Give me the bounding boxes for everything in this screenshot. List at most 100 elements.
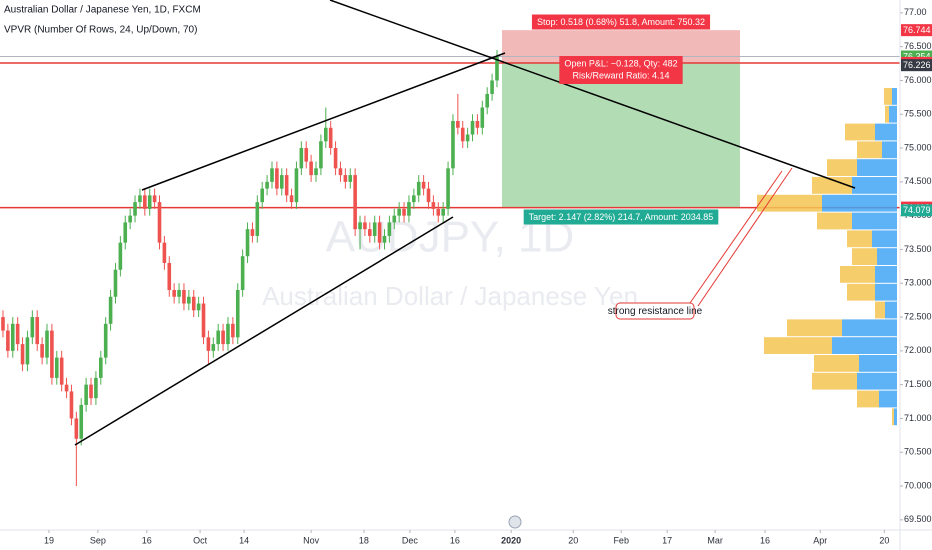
y-tick-label: 69.500: [904, 514, 932, 524]
y-tick-label: 75.500: [904, 109, 932, 119]
x-tick-label: Feb: [613, 535, 629, 545]
volume-up: [882, 141, 897, 159]
candle-body: [485, 93, 489, 108]
y-tick-label: 77.00: [904, 7, 927, 17]
candle-body: [436, 208, 441, 216]
candle-body: [465, 134, 470, 142]
candle-body: [460, 127, 465, 142]
price-label: 76.226: [903, 60, 931, 70]
drawings: strong resistance line: [74, 0, 856, 529]
volume-up: [879, 390, 897, 408]
candle-body: [245, 229, 250, 257]
volume-up: [885, 301, 897, 319]
volume-down: [845, 123, 875, 141]
volume-down: [857, 141, 882, 159]
candle-body: [299, 148, 304, 169]
time-axis: [0, 530, 932, 550]
trend-line: [329, 0, 856, 189]
candle-body: [6, 330, 10, 351]
event-icon[interactable]: [508, 515, 522, 529]
y-tick-label: 75.000: [904, 142, 932, 152]
candle-body: [103, 323, 108, 358]
x-tick-label: 17: [662, 535, 672, 545]
watermark-name: Australian Dollar / Japanese Yen: [262, 281, 638, 311]
candle-body: [451, 121, 455, 169]
candle-body: [50, 330, 54, 378]
candle-body: [495, 56, 499, 81]
candle-body: [206, 337, 211, 351]
candle-body: [123, 222, 128, 243]
position-label: Stop: 0.518 (0.68%) 51.8, Amount: 750.32: [537, 17, 705, 27]
position-label-box: [523, 209, 719, 225]
y-tick-label: 72.500: [904, 311, 932, 321]
candle-body: [314, 168, 318, 176]
candle-body: [304, 148, 309, 162]
volume-down: [885, 105, 889, 123]
candle-body: [99, 357, 103, 378]
candle-body: [343, 175, 348, 182]
candle-body: [421, 181, 426, 189]
candle-body: [15, 323, 20, 345]
candle-body: [167, 262, 172, 291]
candle-body: [348, 175, 353, 182]
candle-body: [118, 242, 123, 270]
candle-body: [372, 222, 377, 236]
candle-body: [275, 168, 279, 189]
candle-body: [431, 202, 436, 209]
candle-body: [284, 175, 289, 196]
trend-line: [74, 216, 454, 446]
candle-body: [59, 357, 64, 385]
volume-down: [875, 301, 885, 319]
volume-down: [847, 283, 875, 301]
candle-body: [240, 256, 245, 291]
volume-up: [832, 337, 897, 354]
candle-body: [201, 303, 206, 338]
y-tick-label: 76.000: [904, 75, 932, 85]
volume-up: [894, 408, 897, 426]
volume-up: [857, 159, 897, 176]
candle-body: [172, 290, 176, 297]
candle-body: [221, 330, 225, 345]
candle-body: [69, 391, 74, 419]
annotation-text: strong resistance line: [608, 306, 703, 317]
volume-down: [812, 372, 857, 390]
volume-up: [875, 266, 897, 283]
price-label-box: [901, 59, 932, 72]
x-tick-label: Dec: [402, 535, 419, 545]
candle-body: [182, 290, 186, 304]
candle-body: [162, 242, 167, 263]
volume-down: [827, 159, 857, 176]
position-label-box: [531, 14, 711, 30]
candle-body: [279, 175, 284, 189]
volume-up: [872, 230, 897, 248]
volume-down: [787, 319, 842, 337]
candle-body: [30, 317, 35, 338]
volume-down: [852, 248, 877, 265]
candle-body: [152, 195, 157, 203]
volume-down: [857, 390, 879, 408]
volume-up: [875, 123, 897, 141]
y-tick-label: 70.000: [904, 480, 932, 490]
x-tick-label: Oct: [193, 535, 208, 545]
candle-body: [45, 330, 49, 358]
candle-body: [138, 195, 142, 203]
candle-body: [84, 384, 88, 405]
y-tick-label: 72.000: [904, 345, 932, 355]
volume-up: [875, 283, 897, 301]
x-tick-label: Nov: [303, 535, 320, 545]
position-label: Open P&L: −0.128, Qty: 482: [564, 58, 677, 68]
price-label: 74.079: [903, 205, 931, 215]
candle-body: [235, 290, 240, 338]
candle-body: [363, 222, 367, 230]
candle-body: [250, 229, 255, 236]
candle-body: [333, 148, 338, 169]
price-axis: [900, 0, 932, 550]
volume-up: [857, 372, 897, 390]
volume-up: [892, 88, 897, 105]
candle-body: [54, 357, 59, 378]
x-tick-label: 20: [879, 535, 889, 545]
candle-body: [147, 195, 152, 209]
y-tick-label: 70.500: [904, 447, 932, 457]
volume-up: [889, 105, 897, 123]
